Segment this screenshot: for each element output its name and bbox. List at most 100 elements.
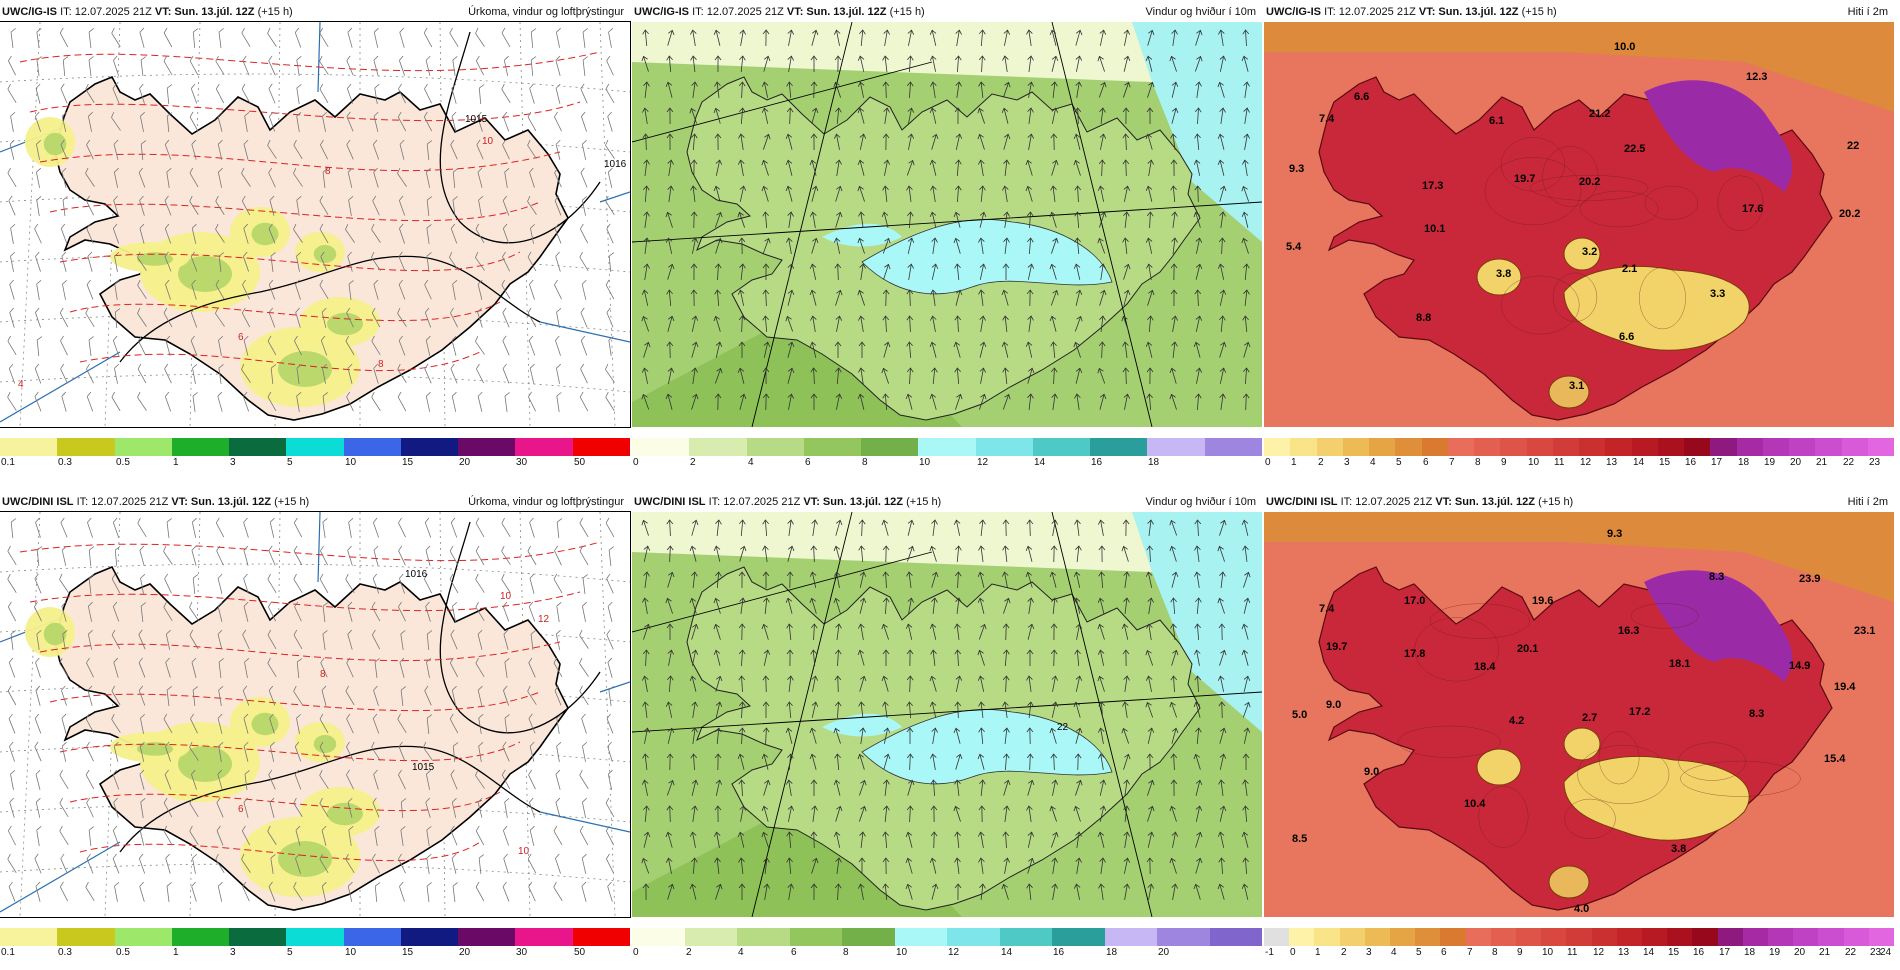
legend-swatch <box>1052 928 1105 946</box>
legend-swatch <box>57 438 114 456</box>
map-value-label: 1016 <box>604 159 627 170</box>
forecast-panel-temp: UWC/IG-IS IT: 12.07.2025 21Z VT: Sun. 13… <box>1264 2 1894 480</box>
run-info: UWC/DINI ISL IT: 12.07.2025 21Z VT: Sun.… <box>634 492 941 512</box>
legend-swatch <box>689 438 746 456</box>
legend-tick-label: 4 <box>738 947 744 958</box>
legend-swatch <box>1343 438 1369 456</box>
legend-tick-label: 16 <box>1091 457 1102 468</box>
model-name: UWC/IG-IS <box>1266 6 1321 18</box>
legend-tick-label: 20 <box>1794 947 1805 958</box>
legend-swatch <box>1390 928 1415 946</box>
run-info: UWC/DINI ISL IT: 12.07.2025 21Z VT: Sun.… <box>2 492 309 512</box>
panel-header: UWC/IG-IS IT: 12.07.2025 21Z VT: Sun. 13… <box>0 2 630 22</box>
legend-swatch <box>1264 928 1289 946</box>
map-value-label: 10 <box>482 136 494 147</box>
map-value-label: 6 <box>238 332 244 343</box>
map-value-label: 3.3 <box>1710 288 1725 300</box>
legend-swatch <box>401 438 458 456</box>
legend-tick-label: 9 <box>1501 457 1507 468</box>
legend-tick-label: 0.3 <box>58 457 72 468</box>
legend-tick-label: 12 <box>948 947 959 958</box>
legend-swatch <box>1718 928 1743 946</box>
legend-tick-label: 7 <box>1449 457 1455 468</box>
map-value-label: 15.4 <box>1824 753 1846 765</box>
legend-swatch <box>57 928 114 946</box>
legend-swatch <box>947 928 1000 946</box>
color-legend <box>632 438 1262 456</box>
legend-tick-label: 20 <box>459 947 470 958</box>
legend-tick-label: 15 <box>402 947 413 958</box>
color-legend <box>0 928 630 946</box>
map-canvas <box>632 22 1262 427</box>
legend-tick-label: 4 <box>1370 457 1376 468</box>
legend-swatch <box>861 438 918 456</box>
legend-swatch <box>1105 928 1158 946</box>
legend-tick-label: 15 <box>1659 457 1670 468</box>
legend-swatch <box>1789 438 1815 456</box>
precip-core <box>44 133 67 156</box>
map-value-label: 8 <box>320 669 326 680</box>
legend-tick-label: 5 <box>1396 457 1402 468</box>
legend-swatch <box>976 438 1033 456</box>
legend-swatch <box>1264 438 1290 456</box>
legend-tick-label: 18 <box>1744 947 1755 958</box>
legend-swatch <box>458 928 515 946</box>
valid-time: VT: Sun. 13.júl. 12Z <box>1419 6 1519 18</box>
init-time: IT: 12.07.2025 21Z <box>1324 6 1416 18</box>
init-time: IT: 12.07.2025 21Z <box>692 6 784 18</box>
forecast-panel-wind: UWC/DINI ISL IT: 12.07.2025 21Z VT: Sun.… <box>632 492 1262 970</box>
map-canvas: 22 <box>632 512 1262 917</box>
map-value-label: 3.8 <box>1671 843 1686 855</box>
legend-tick-label: 0.5 <box>116 457 130 468</box>
forecast-panel-temp: UWC/DINI ISL IT: 12.07.2025 21Z VT: Sun.… <box>1264 492 1894 970</box>
legend-tick-label: 6 <box>805 457 811 468</box>
legend-tick-label: 14 <box>1001 947 1012 958</box>
map-value-label: 1016 <box>405 569 428 580</box>
map-value-label: 7.4 <box>1319 113 1335 125</box>
map-value-label: 3.2 <box>1582 246 1597 258</box>
legend-swatch <box>1684 438 1710 456</box>
legend-tick-label: 10 <box>345 457 356 468</box>
precip-core <box>278 351 332 387</box>
legend-swatch <box>1157 928 1210 946</box>
product-title: Hiti í 2m <box>1848 492 1888 512</box>
product-title: Úrkoma, vindur og loftþrýstingur <box>468 492 624 512</box>
legend-tick-label: 20 <box>1158 947 1169 958</box>
legend-tick-label: 3 <box>1366 947 1372 958</box>
legend-swatch <box>1642 928 1667 946</box>
map-wind[interactable] <box>632 22 1262 427</box>
precip-core <box>314 245 337 263</box>
legend-tick-label: 22 <box>1843 457 1854 468</box>
precip-core <box>327 803 363 826</box>
legend-swatch <box>1289 928 1314 946</box>
legend-swatch <box>458 438 515 456</box>
lead-time: (+15 h) <box>274 496 309 508</box>
legend-tick-label: 20 <box>1790 457 1801 468</box>
legend-tick-label: 18 <box>1738 457 1749 468</box>
color-legend <box>1264 438 1894 456</box>
legend-tick-label: 2 <box>690 457 696 468</box>
map-value-label: 14.9 <box>1789 660 1810 672</box>
legend-swatch <box>1422 438 1448 456</box>
legend-swatch <box>115 928 172 946</box>
legend-tick-label: 17 <box>1719 947 1730 958</box>
legend-tick-label: 8 <box>1475 457 1481 468</box>
panel-header: UWC/DINI ISL IT: 12.07.2025 21Z VT: Sun.… <box>0 492 630 512</box>
legend-swatch <box>286 438 343 456</box>
legend-swatch <box>1541 928 1566 946</box>
color-legend <box>1264 928 1894 946</box>
map-value-label: 10 <box>518 846 530 857</box>
init-time: IT: 12.07.2025 21Z <box>709 496 801 508</box>
map-wind[interactable]: 22 <box>632 512 1262 917</box>
map-value-label: 8 <box>325 166 331 177</box>
legend-swatch <box>1448 438 1474 456</box>
legend-swatch <box>1314 928 1339 946</box>
legend-tick-label: 4 <box>748 457 754 468</box>
run-info: UWC/DINI ISL IT: 12.07.2025 21Z VT: Sun.… <box>1266 492 1573 512</box>
legend-tick-label: 20 <box>459 457 470 468</box>
